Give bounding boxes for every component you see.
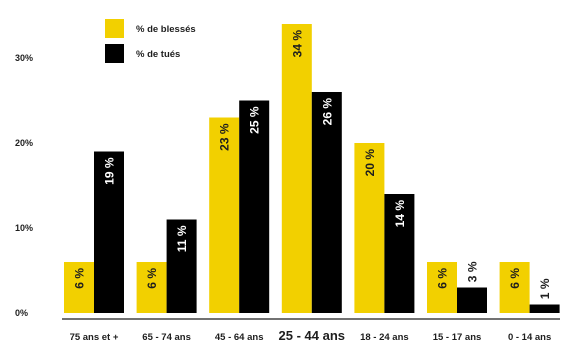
y-axis: 0% 10% 20% 30% (15, 53, 33, 318)
x-tick-label: 45 - 64 ans (215, 332, 264, 343)
bar-tues (384, 194, 415, 313)
bar-blesses (136, 262, 167, 313)
bar-value-label: 26 % (320, 98, 334, 126)
bar-tues (94, 151, 124, 313)
bar-value-label: 3 % (466, 261, 480, 282)
y-tick-label: 0% (15, 308, 28, 318)
bar-tues (166, 219, 197, 313)
x-tick-label: 65 - 74 ans (142, 332, 191, 343)
bar-value-label: 34 % (290, 30, 304, 58)
bar-blesses (209, 117, 240, 313)
bars: 6 % 19 % 6 % 11 % 23 % 25 % 34 % 26 % 20 % 14 % 6 … (64, 24, 560, 313)
x-tick-label: 18 - 24 ans (360, 332, 409, 343)
bar-value-label: 23 % (218, 123, 232, 151)
x-axis: 75 ans et + 65 - 74 ans 45 - 64 ans 25 - 44… (70, 328, 552, 343)
bar-value-label: 1 % (538, 278, 552, 299)
bar-tues (311, 92, 342, 313)
bar-tues (529, 304, 560, 313)
bar-value-label: 6 % (73, 268, 87, 289)
x-tick-label: 75 ans et + (70, 332, 119, 343)
bar-blesses (64, 262, 94, 313)
bar-value-label: 6 % (436, 268, 450, 289)
legend: % de blessés % de tués (105, 19, 196, 63)
bar-blesses (427, 262, 457, 313)
bar-tues (239, 100, 270, 313)
y-tick-label: 20% (15, 138, 33, 148)
bar-value-label: 14 % (393, 200, 407, 228)
x-tick-label: 0 - 14 ans (508, 332, 551, 343)
bar-value-label: 6 % (508, 268, 522, 289)
bar-tues (457, 287, 487, 313)
y-tick-label: 30% (15, 53, 33, 63)
bar-value-label: 25 % (248, 106, 262, 134)
legend-swatch-tues (105, 44, 124, 63)
legend-swatch-blesses (105, 19, 124, 38)
legend-label-tues: % de tués (136, 49, 180, 60)
bar-blesses (354, 143, 385, 313)
bar-value-label: 20 % (363, 149, 377, 177)
bar-blesses (281, 24, 312, 313)
x-tick-label: 25 - 44 ans (279, 328, 346, 343)
bar-blesses (499, 262, 530, 313)
x-tick-label: 15 - 17 ans (433, 332, 482, 343)
y-tick-label: 10% (15, 223, 33, 233)
bar-value-label: 6 % (145, 268, 159, 289)
legend-label-blesses: % de blessés (136, 24, 196, 35)
bar-value-label: 19 % (103, 157, 117, 185)
bar-value-label: 11 % (175, 225, 189, 252)
